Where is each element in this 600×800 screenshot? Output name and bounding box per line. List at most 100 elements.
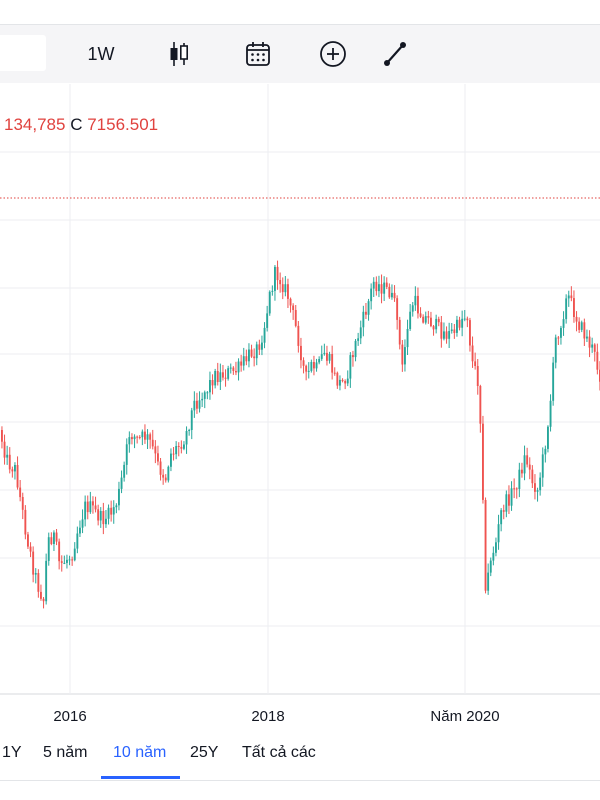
candle-body bbox=[84, 501, 87, 520]
candle-body bbox=[393, 292, 396, 299]
candle-body bbox=[307, 370, 310, 372]
candle-body bbox=[76, 533, 79, 549]
candle-body bbox=[164, 477, 167, 481]
candle-body bbox=[575, 316, 578, 322]
candle-body bbox=[281, 284, 284, 293]
candle-body bbox=[34, 573, 37, 575]
chart-type-button[interactable] bbox=[160, 35, 198, 73]
candle-body bbox=[521, 469, 523, 474]
candle-body bbox=[453, 329, 456, 333]
candle-body bbox=[560, 327, 562, 338]
candle-body bbox=[112, 507, 115, 515]
candle-body bbox=[92, 501, 94, 506]
candle-body bbox=[365, 311, 367, 315]
price-chart[interactable]: 2016 2018 Năm 2020 bbox=[0, 84, 600, 736]
x-tick-2020: Năm 2020 bbox=[430, 708, 499, 725]
candle-body bbox=[326, 352, 328, 361]
candle-body bbox=[313, 362, 315, 369]
candle-body bbox=[177, 446, 180, 447]
candle-body bbox=[357, 338, 360, 341]
candle-body bbox=[274, 266, 276, 291]
period-1y[interactable]: 1Y bbox=[2, 744, 22, 761]
candle-body bbox=[232, 367, 235, 371]
date-range-button[interactable] bbox=[238, 35, 278, 73]
candle-body bbox=[1, 430, 3, 442]
candle-body bbox=[253, 356, 256, 359]
candle-body bbox=[102, 511, 105, 525]
period-10y[interactable]: 10 năm bbox=[113, 744, 167, 761]
candle-body bbox=[505, 494, 508, 512]
candle-body bbox=[430, 317, 432, 327]
drawing-tool-button[interactable] bbox=[376, 35, 414, 73]
period-selector: 1Y 5 năm 10 năm 25Y Tất cả các bbox=[0, 736, 600, 780]
plus-circle-icon bbox=[320, 41, 346, 67]
x-tick-2016: 2016 bbox=[53, 708, 86, 725]
candle-body bbox=[461, 318, 464, 328]
line-tool-icon bbox=[384, 42, 406, 66]
candle-body bbox=[214, 371, 217, 386]
period-all[interactable]: Tất cả các bbox=[242, 744, 316, 761]
interval-button[interactable]: 1W bbox=[78, 35, 124, 73]
candle-body bbox=[495, 542, 497, 553]
candle-body bbox=[133, 436, 136, 440]
candle-body bbox=[183, 444, 185, 449]
candle-body bbox=[284, 284, 287, 293]
candle-body bbox=[40, 591, 42, 599]
candle-body bbox=[417, 295, 419, 314]
candle-body bbox=[53, 532, 55, 544]
candle-body bbox=[146, 434, 149, 440]
candle-body bbox=[476, 366, 479, 386]
candle-body bbox=[193, 400, 196, 411]
candle-body bbox=[323, 352, 326, 355]
candle-body bbox=[198, 400, 201, 409]
chart-toolbar: 1W bbox=[0, 25, 600, 83]
candle-body bbox=[414, 295, 417, 306]
candle-body bbox=[406, 329, 409, 348]
candle-body bbox=[128, 437, 131, 445]
candle-body bbox=[450, 329, 453, 331]
candle-body bbox=[570, 295, 573, 299]
candle-body bbox=[378, 284, 380, 292]
candle-body bbox=[385, 282, 388, 287]
candle-body bbox=[125, 444, 128, 465]
candle-body bbox=[469, 320, 471, 346]
candle-body bbox=[526, 455, 529, 465]
candle-body bbox=[209, 380, 211, 393]
candle-body bbox=[292, 305, 295, 310]
candle-body bbox=[144, 431, 146, 440]
candle-body bbox=[110, 507, 113, 515]
candle-body bbox=[229, 367, 232, 369]
period-5y[interactable]: 5 năm bbox=[43, 744, 88, 761]
candle-body bbox=[170, 453, 172, 467]
candle-body bbox=[466, 318, 469, 321]
candle-body bbox=[510, 488, 513, 506]
candle-body bbox=[456, 319, 458, 333]
candle-body bbox=[372, 281, 375, 289]
candle-body bbox=[513, 488, 516, 490]
candle-body bbox=[60, 561, 63, 563]
candle-body bbox=[562, 319, 565, 328]
candle-body bbox=[362, 311, 365, 328]
candle-body bbox=[463, 318, 466, 320]
candle-body bbox=[515, 488, 518, 490]
compare-button[interactable] bbox=[314, 35, 352, 73]
candle-body bbox=[479, 386, 482, 424]
period-25y[interactable]: 25Y bbox=[190, 744, 219, 761]
candle-body bbox=[401, 344, 404, 365]
candle-body bbox=[333, 372, 336, 374]
candle-body bbox=[422, 316, 425, 323]
candle-body bbox=[157, 453, 159, 462]
candle-body bbox=[154, 446, 157, 454]
candle-body bbox=[227, 368, 230, 379]
candle-body bbox=[391, 292, 393, 298]
symbol-search-input[interactable] bbox=[0, 35, 46, 71]
candle-body bbox=[518, 469, 521, 489]
candle-body bbox=[341, 379, 344, 382]
candle-body bbox=[29, 546, 32, 552]
candle-body bbox=[300, 345, 302, 361]
candle-body bbox=[11, 469, 14, 472]
candle-body bbox=[544, 448, 547, 455]
candle-body bbox=[86, 501, 89, 513]
candle-body bbox=[328, 354, 331, 361]
candle-body bbox=[492, 552, 495, 561]
